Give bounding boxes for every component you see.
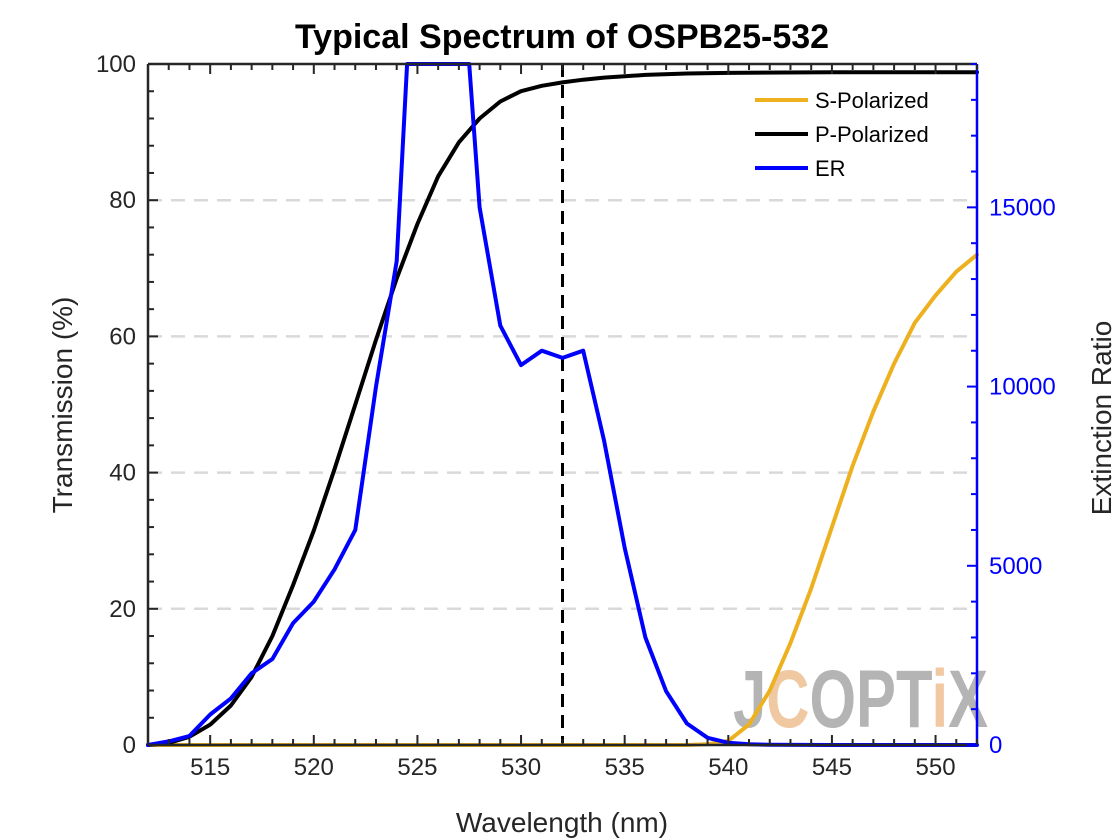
y-tick-label-right-0: 0 — [989, 732, 1002, 759]
y-tick-label-left-0: 0 — [123, 732, 136, 759]
x-tick-label-550: 550 — [916, 754, 956, 781]
y-tick-label-right-5000: 5000 — [989, 553, 1042, 580]
series-line-er — [146, 62, 979, 747]
x-tick-label-540: 540 — [708, 754, 748, 781]
x-tick-label-515: 515 — [190, 754, 230, 781]
y-tick-label-left-60: 60 — [109, 323, 136, 350]
x-tick-label-525: 525 — [397, 754, 437, 781]
watermark-letter-3: P — [856, 654, 896, 745]
y-axis-label-left: Transmission (%) — [47, 297, 78, 514]
watermark-letter-0: J — [733, 654, 766, 745]
y-tick-label-left-80: 80 — [109, 187, 136, 214]
watermark-letter-1: C — [766, 654, 809, 745]
series-line-p-polarized — [146, 70, 979, 747]
series-line-s-polarized — [146, 252, 979, 747]
y-tick-label-left-20: 20 — [109, 596, 136, 623]
watermark: JCOPTiX — [733, 654, 988, 745]
x-tick-label-530: 530 — [501, 754, 541, 781]
x-axis-label: Wavelength (nm) — [456, 807, 668, 838]
x-tick-label-545: 545 — [812, 754, 852, 781]
legend: S-Polarized P-Polarized ER — [755, 88, 929, 181]
watermark-letter-2: O — [809, 654, 856, 745]
axes-frame — [146, 62, 979, 747]
watermark-letter-4: T — [896, 654, 932, 745]
tick-labels: 515 520 525 530 535 540 545 550 0 20 40 60 80 100 0 500… — [96, 51, 1056, 781]
y-axis-label-right: Extinction Ratio — [1086, 321, 1117, 516]
watermark-logo: JCOPTiX — [733, 654, 988, 745]
series-layer — [146, 62, 979, 747]
legend-label-p-polarized: P-Polarized — [815, 122, 929, 147]
y-tick-label-left-40: 40 — [109, 460, 136, 487]
chart-title: Typical Spectrum of OSPB25-532 — [295, 18, 829, 56]
legend-label-er: ER — [815, 156, 846, 181]
y-tick-label-right-10000: 10000 — [989, 374, 1056, 401]
x-tick-label-535: 535 — [605, 754, 645, 781]
y-tick-label-right-15000: 15000 — [989, 194, 1056, 221]
x-tick-label-520: 520 — [294, 754, 334, 781]
watermark-letter-5: i — [931, 654, 948, 745]
legend-label-s-polarized: S-Polarized — [815, 88, 929, 113]
y-tick-label-left-100: 100 — [96, 51, 136, 78]
watermark-letter-6: X — [948, 654, 988, 745]
